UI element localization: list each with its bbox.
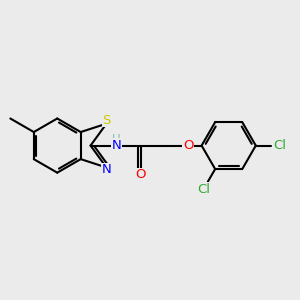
Text: S: S	[102, 114, 111, 127]
Text: N: N	[102, 164, 111, 176]
Text: O: O	[183, 139, 193, 152]
Text: Cl: Cl	[197, 183, 210, 196]
Text: Cl: Cl	[273, 139, 286, 152]
Text: O: O	[135, 168, 146, 182]
Text: H: H	[112, 133, 121, 146]
Text: N: N	[111, 139, 121, 152]
